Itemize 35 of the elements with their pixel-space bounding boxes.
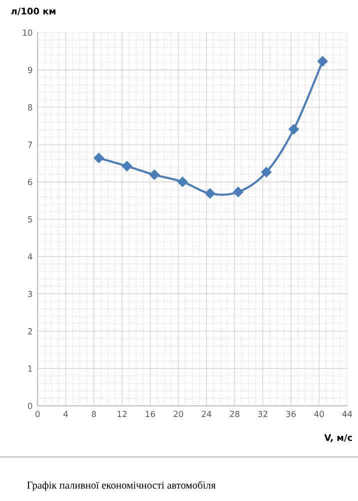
point — [94, 152, 104, 164]
text: Графік паливної економічності автомобіля — [27, 481, 216, 491]
y-tick-label: 7 — [28, 142, 32, 148]
y-tick-label: 4 — [28, 254, 32, 260]
point — [261, 167, 272, 178]
point — [122, 161, 132, 172]
x-tick-label: 16 — [146, 410, 155, 418]
y-tick-label: 8 — [28, 104, 32, 110]
y-tick-label: 5 — [28, 216, 32, 222]
point — [204, 188, 216, 199]
x-tick-label: 4 — [64, 410, 68, 418]
y-tick-label: 0 — [28, 402, 32, 410]
x-tick-label: 36 — [286, 410, 296, 418]
x-axis-title: V, м/с — [324, 434, 352, 442]
x-tick-label: 8 — [92, 410, 96, 418]
point — [288, 124, 299, 134]
x-tick-label: 0 — [35, 410, 40, 418]
x-tick-label: 20 — [174, 410, 184, 418]
point — [233, 186, 244, 198]
x-tick-label: 32 — [258, 410, 268, 418]
y-tick-label: 6 — [28, 178, 32, 186]
x-tick-label: 44 — [342, 410, 352, 418]
point — [149, 170, 160, 180]
x-tick-label: 12 — [118, 410, 127, 418]
y-tick-label: 1 — [28, 366, 32, 372]
x-tick-label: 40 — [314, 410, 324, 418]
y-tick-label: 2 — [28, 328, 32, 334]
y-tick-label: 9 — [28, 66, 32, 74]
y-tick-label: 3 — [28, 290, 32, 298]
x-tick-label: 24 — [202, 410, 212, 418]
x-tick-label: 28 — [230, 410, 240, 418]
point — [318, 56, 328, 66]
y-tick-label: 10 — [23, 30, 32, 36]
point — [177, 176, 188, 187]
y-axis-title: л/100 км — [11, 8, 56, 16]
